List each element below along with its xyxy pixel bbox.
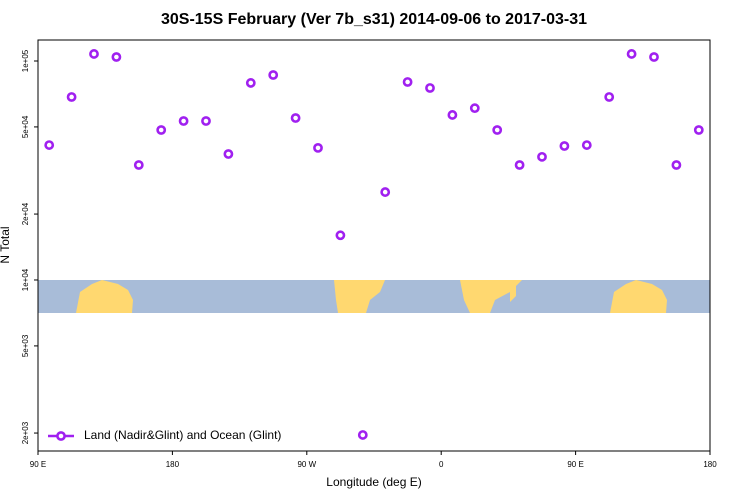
land [510, 280, 516, 302]
point [492, 125, 503, 135]
y-tick-label: 1e+04 [21, 268, 30, 291]
land [334, 280, 385, 313]
land [610, 280, 667, 313]
point [380, 187, 391, 197]
point [268, 70, 279, 80]
x-tick-label: 90 W [297, 460, 316, 469]
point [290, 113, 301, 123]
point [201, 116, 211, 126]
point [335, 230, 346, 241]
point [133, 160, 144, 170]
y-tick-label: 2e+03 [21, 421, 30, 444]
y-tick-label: 1e+05 [21, 49, 30, 72]
y-tick-label: 5e+03 [21, 334, 30, 357]
point [156, 125, 167, 135]
point [402, 77, 413, 87]
x-tick-label: 180 [166, 460, 180, 469]
x-tick-label: 90 E [30, 460, 46, 469]
point [469, 103, 480, 114]
point [447, 110, 458, 120]
legend-label: Land (Nadir&Glint) and Ocean (Glint) [84, 428, 281, 442]
point [514, 160, 525, 170]
point [671, 160, 682, 170]
legend-marker [56, 431, 66, 441]
point [178, 116, 189, 126]
chart-title: 30S-15S February (Ver 7b_s31) 2014-09-06… [161, 11, 587, 28]
land [76, 280, 133, 313]
x-tick-label: 90 E [567, 460, 583, 469]
x-tick-label: 0 [439, 460, 444, 469]
point [245, 78, 256, 88]
point [693, 125, 704, 135]
plot-frame [37, 39, 711, 452]
point [425, 83, 435, 93]
point [649, 52, 659, 62]
map-strip [38, 280, 710, 313]
x-axis-label: Longitude (deg E) [326, 475, 421, 489]
point [89, 49, 99, 59]
y-tick-label: 5e+04 [21, 115, 30, 138]
land [460, 280, 522, 313]
point [626, 49, 637, 59]
point [223, 149, 234, 159]
point [44, 140, 55, 150]
point [111, 52, 122, 62]
point [537, 151, 547, 162]
y-axis-label: N Total [0, 226, 12, 263]
point [313, 143, 323, 153]
point [559, 141, 570, 151]
point [604, 92, 615, 102]
point [66, 92, 77, 102]
point [357, 430, 368, 440]
x-tick-label: 180 [703, 460, 717, 469]
y-tick-label: 2e+04 [21, 202, 30, 225]
point [581, 140, 592, 150]
